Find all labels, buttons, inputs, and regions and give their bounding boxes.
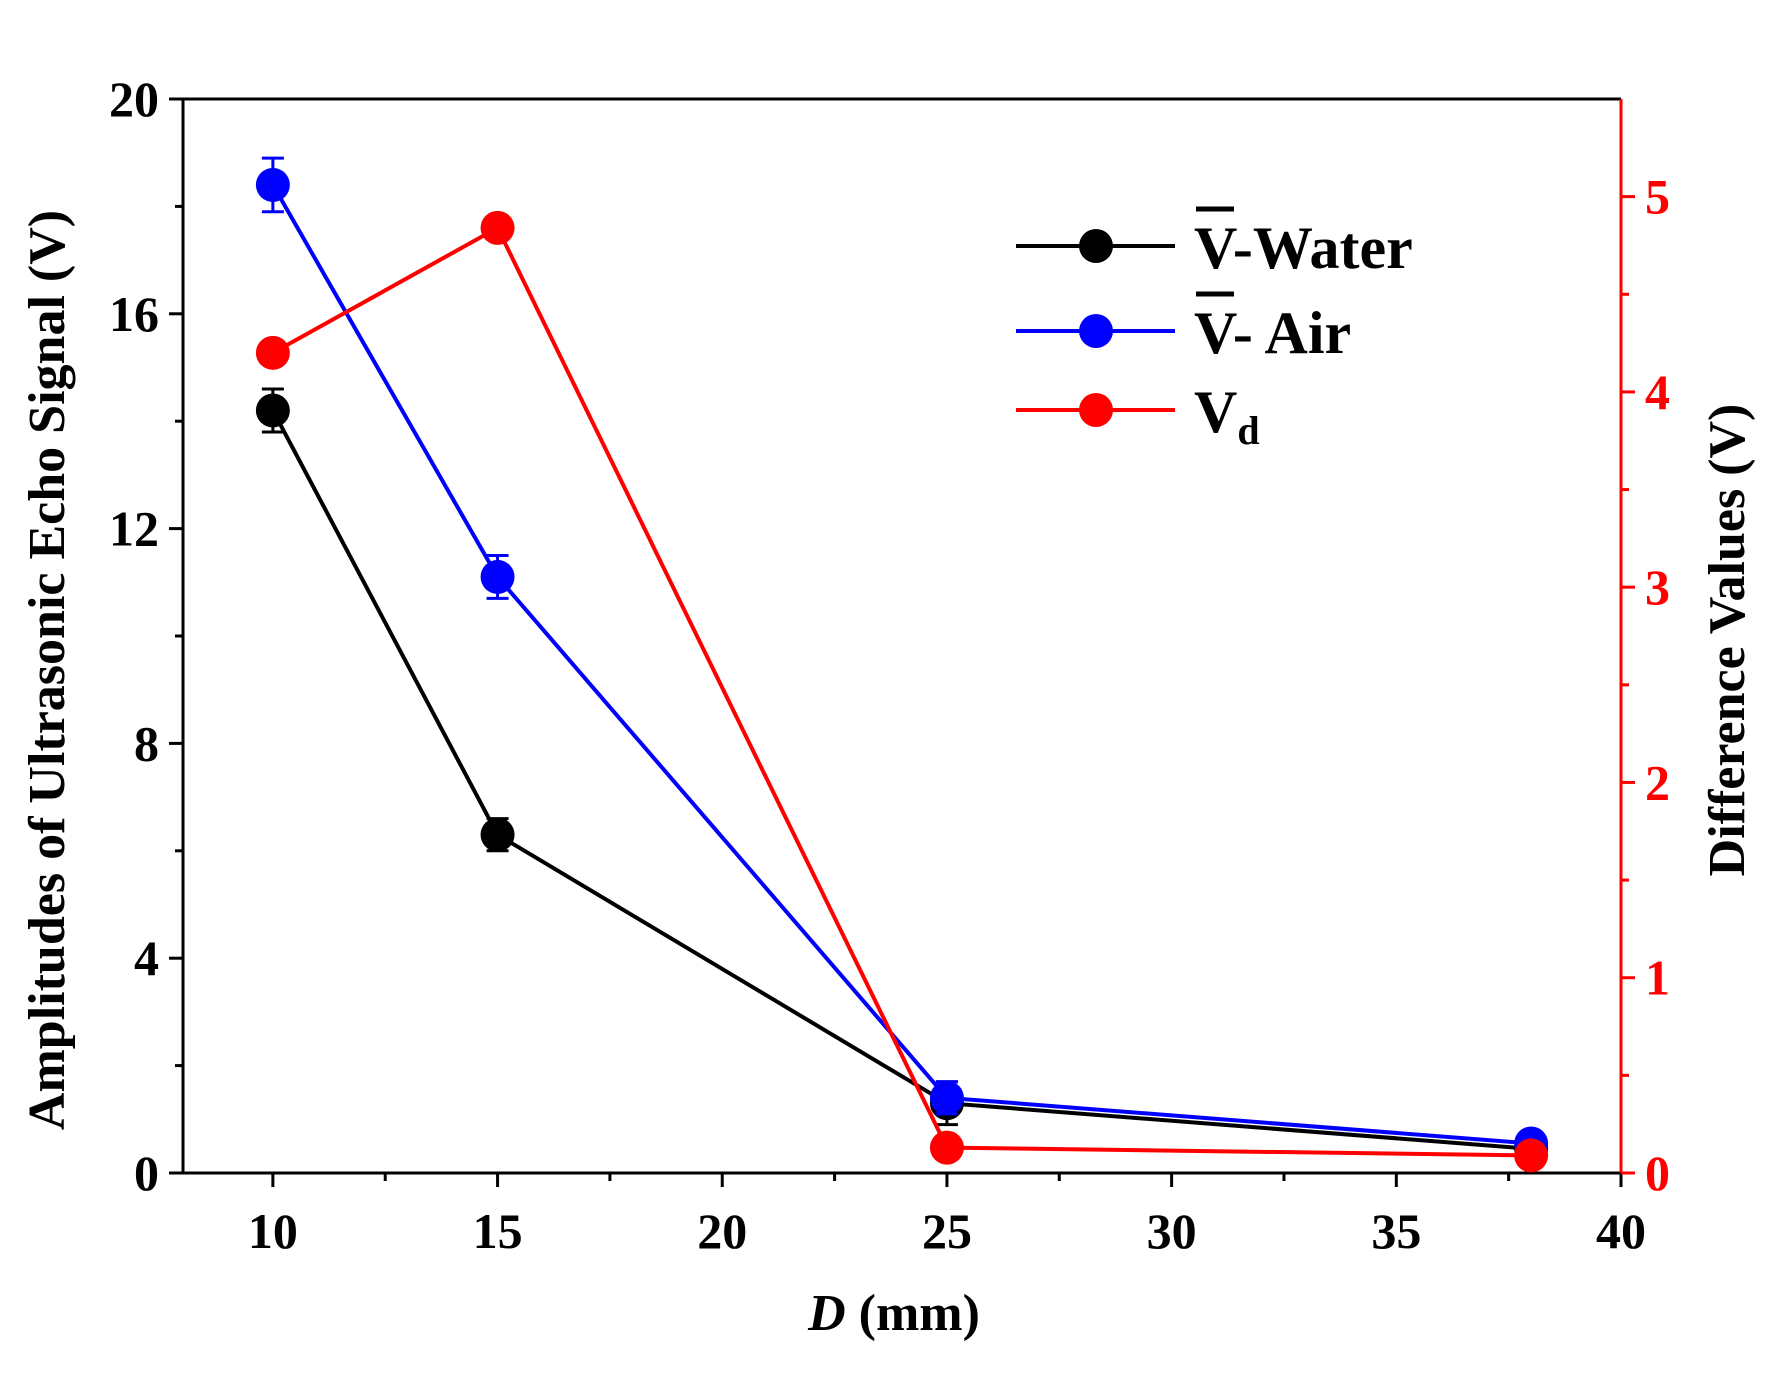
series-line-vd bbox=[271, 225, 1532, 1158]
legend-label: V-Water bbox=[1194, 215, 1413, 281]
data-point bbox=[1514, 1138, 1549, 1173]
left-y-tick-label: 20 bbox=[109, 71, 159, 127]
x-tick-label: 30 bbox=[1147, 1203, 1197, 1259]
data-point bbox=[255, 335, 290, 370]
series-layer bbox=[255, 156, 1549, 1173]
left-y-tick-label: 12 bbox=[109, 501, 159, 557]
data-point bbox=[480, 817, 515, 852]
data-point bbox=[929, 1130, 964, 1165]
data-point bbox=[255, 393, 290, 428]
legend-marker bbox=[1079, 314, 1113, 348]
right-y-tick-label: 1 bbox=[1645, 950, 1670, 1006]
x-axis-title: D (mm) bbox=[807, 1285, 980, 1342]
x-tick-label: 40 bbox=[1596, 1203, 1646, 1259]
legend-label-rest: -Water bbox=[1233, 215, 1413, 281]
data-point bbox=[480, 559, 515, 594]
right-y-tick-label: 2 bbox=[1645, 754, 1670, 810]
x-tick-label: 35 bbox=[1371, 1203, 1421, 1259]
x-tick-label: 25 bbox=[922, 1203, 972, 1259]
legend-marker bbox=[1079, 393, 1113, 427]
x-axis-title-symbol: D bbox=[807, 1285, 846, 1342]
series-line-v-water bbox=[271, 409, 1532, 1151]
right-y-tick-label: 5 bbox=[1645, 169, 1670, 225]
legend-item-vd: Vd bbox=[1016, 379, 1260, 453]
left-y-tick-label: 0 bbox=[134, 1145, 159, 1201]
legend-label: V- Air bbox=[1194, 300, 1351, 366]
series-vd bbox=[255, 210, 1549, 1173]
legend-label-rest: - Air bbox=[1233, 300, 1351, 366]
x-tick-label: 20 bbox=[697, 1203, 747, 1259]
x-axis-title-unit: (mm) bbox=[846, 1285, 980, 1342]
left-y-tick-label: 8 bbox=[134, 715, 159, 771]
left-y-tick-label: 4 bbox=[134, 930, 159, 986]
left-y-tick-label: 16 bbox=[109, 286, 159, 342]
legend-label-main: V bbox=[1194, 215, 1237, 281]
series-v-air bbox=[255, 156, 1549, 1161]
legend-label-main: V bbox=[1194, 379, 1237, 445]
data-point bbox=[480, 210, 515, 245]
right-y-tick-label: 0 bbox=[1645, 1145, 1670, 1201]
legend-item-v-water: V-Water bbox=[1016, 206, 1413, 281]
left-y-axis-title: Amplitudes of Ultrasonic Echo Signal (V) bbox=[19, 210, 76, 1130]
legend-label-main: V bbox=[1194, 300, 1237, 366]
series-v-water bbox=[255, 387, 1549, 1166]
legend-item-v-air: V- Air bbox=[1016, 291, 1351, 366]
legend-marker bbox=[1079, 229, 1113, 263]
data-point bbox=[255, 167, 290, 202]
legend-label: Vd bbox=[1194, 379, 1260, 453]
right-y-axis-title: Difference Values (V) bbox=[1699, 404, 1756, 877]
series-line-v-air bbox=[271, 183, 1532, 1146]
right-y-tick-label: 4 bbox=[1645, 364, 1670, 420]
x-tick-label: 15 bbox=[473, 1203, 523, 1259]
data-point bbox=[929, 1080, 964, 1115]
x-tick-label: 10 bbox=[248, 1203, 298, 1259]
legend-label-subscript: d bbox=[1237, 408, 1259, 453]
right-y-tick-label: 3 bbox=[1645, 559, 1670, 615]
